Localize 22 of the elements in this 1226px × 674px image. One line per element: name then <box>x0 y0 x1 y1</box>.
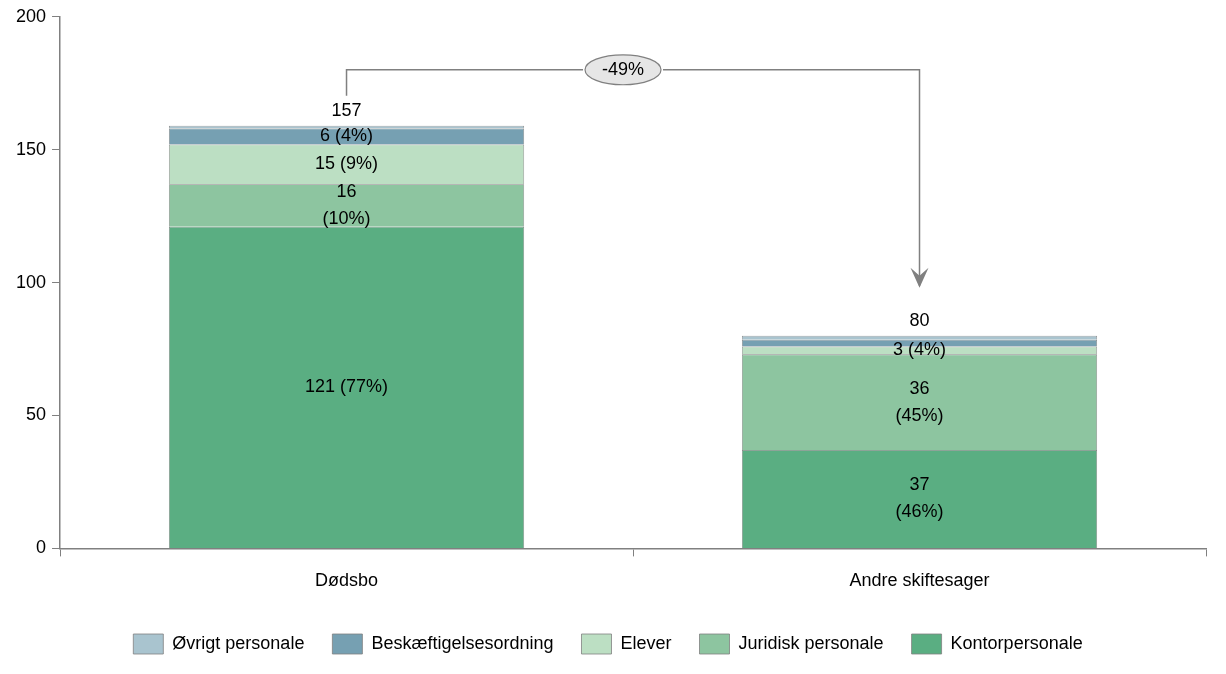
data-label: 36 (45%) <box>895 377 944 425</box>
data-label: 6 (4%) <box>320 125 374 146</box>
legend-label: Kontorpersonale <box>950 632 1083 653</box>
y-tick-label: 50 <box>26 404 47 425</box>
data-label: 121 (77%) <box>304 376 389 397</box>
annotation: -49% <box>602 58 645 79</box>
legend-label: Juridisk personale <box>738 632 884 653</box>
total-label: 80 <box>909 309 930 330</box>
total-label: 157 <box>331 99 362 120</box>
data-label: 3 (4%) <box>893 339 947 360</box>
y-tick-label: 200 <box>15 5 47 26</box>
y-tick-label: 150 <box>15 138 47 159</box>
legend-label: Øvrigt personale <box>172 632 305 653</box>
y-tick-label: 100 <box>15 271 47 292</box>
legend-label: Beskæftigelsesordning <box>371 632 554 653</box>
data-label: 15 (9%) <box>315 153 379 174</box>
y-tick-label: 0 <box>36 537 47 558</box>
legend-label: Elever <box>620 632 672 653</box>
data-label: 16 (10%) <box>322 180 371 228</box>
x-tick-label: Andre skiftesager <box>849 570 990 591</box>
x-tick-label: Dødsbo <box>315 570 379 591</box>
data-label: 37 (46%) <box>895 474 944 522</box>
